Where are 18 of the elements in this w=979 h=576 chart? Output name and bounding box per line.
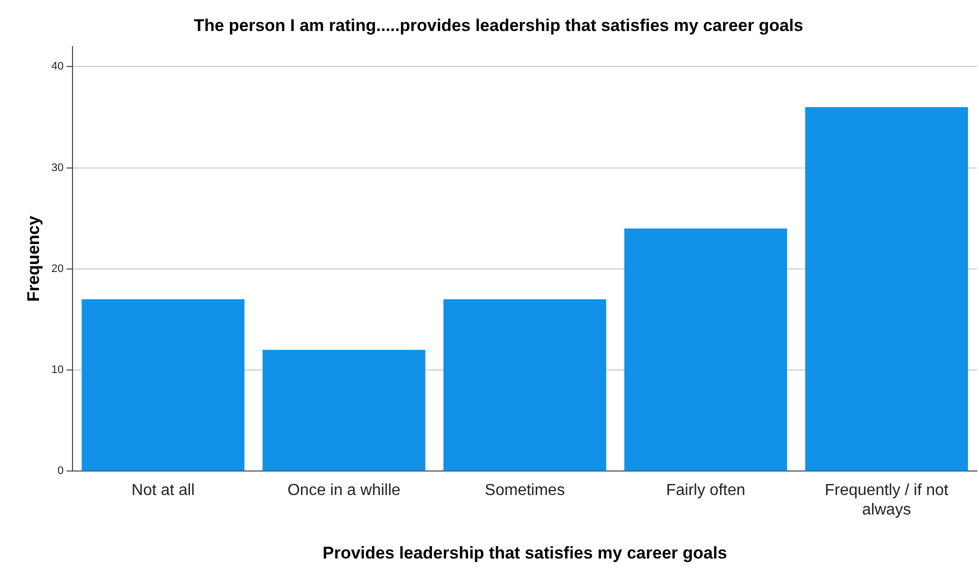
bar: [805, 107, 968, 471]
bar: [82, 299, 244, 471]
chart-title: The person I am rating.....provides leadership that satisfies my career goals: [194, 16, 804, 35]
y-tick-label: 10: [51, 364, 64, 376]
y-tick-label: 40: [51, 60, 64, 73]
y-tick-label: 30: [51, 162, 64, 174]
bar: [262, 350, 426, 471]
bar: [624, 228, 788, 471]
bar: [443, 299, 606, 471]
x-tick-label: Frequently / if not always: [824, 482, 949, 518]
x-tick-label: Once in a whille: [287, 482, 401, 500]
x-tick-label: Not at all: [132, 482, 195, 500]
y-tick-label: 20: [51, 262, 64, 275]
x-tick-label: Fairly often: [666, 482, 746, 500]
y-axis-title: Frequency: [24, 215, 43, 302]
y-tick-label: 0: [58, 465, 64, 478]
x-tick-label: Sometimes: [484, 482, 565, 500]
x-axis-title: Provides leadership that satisfies my career goals: [322, 543, 728, 562]
